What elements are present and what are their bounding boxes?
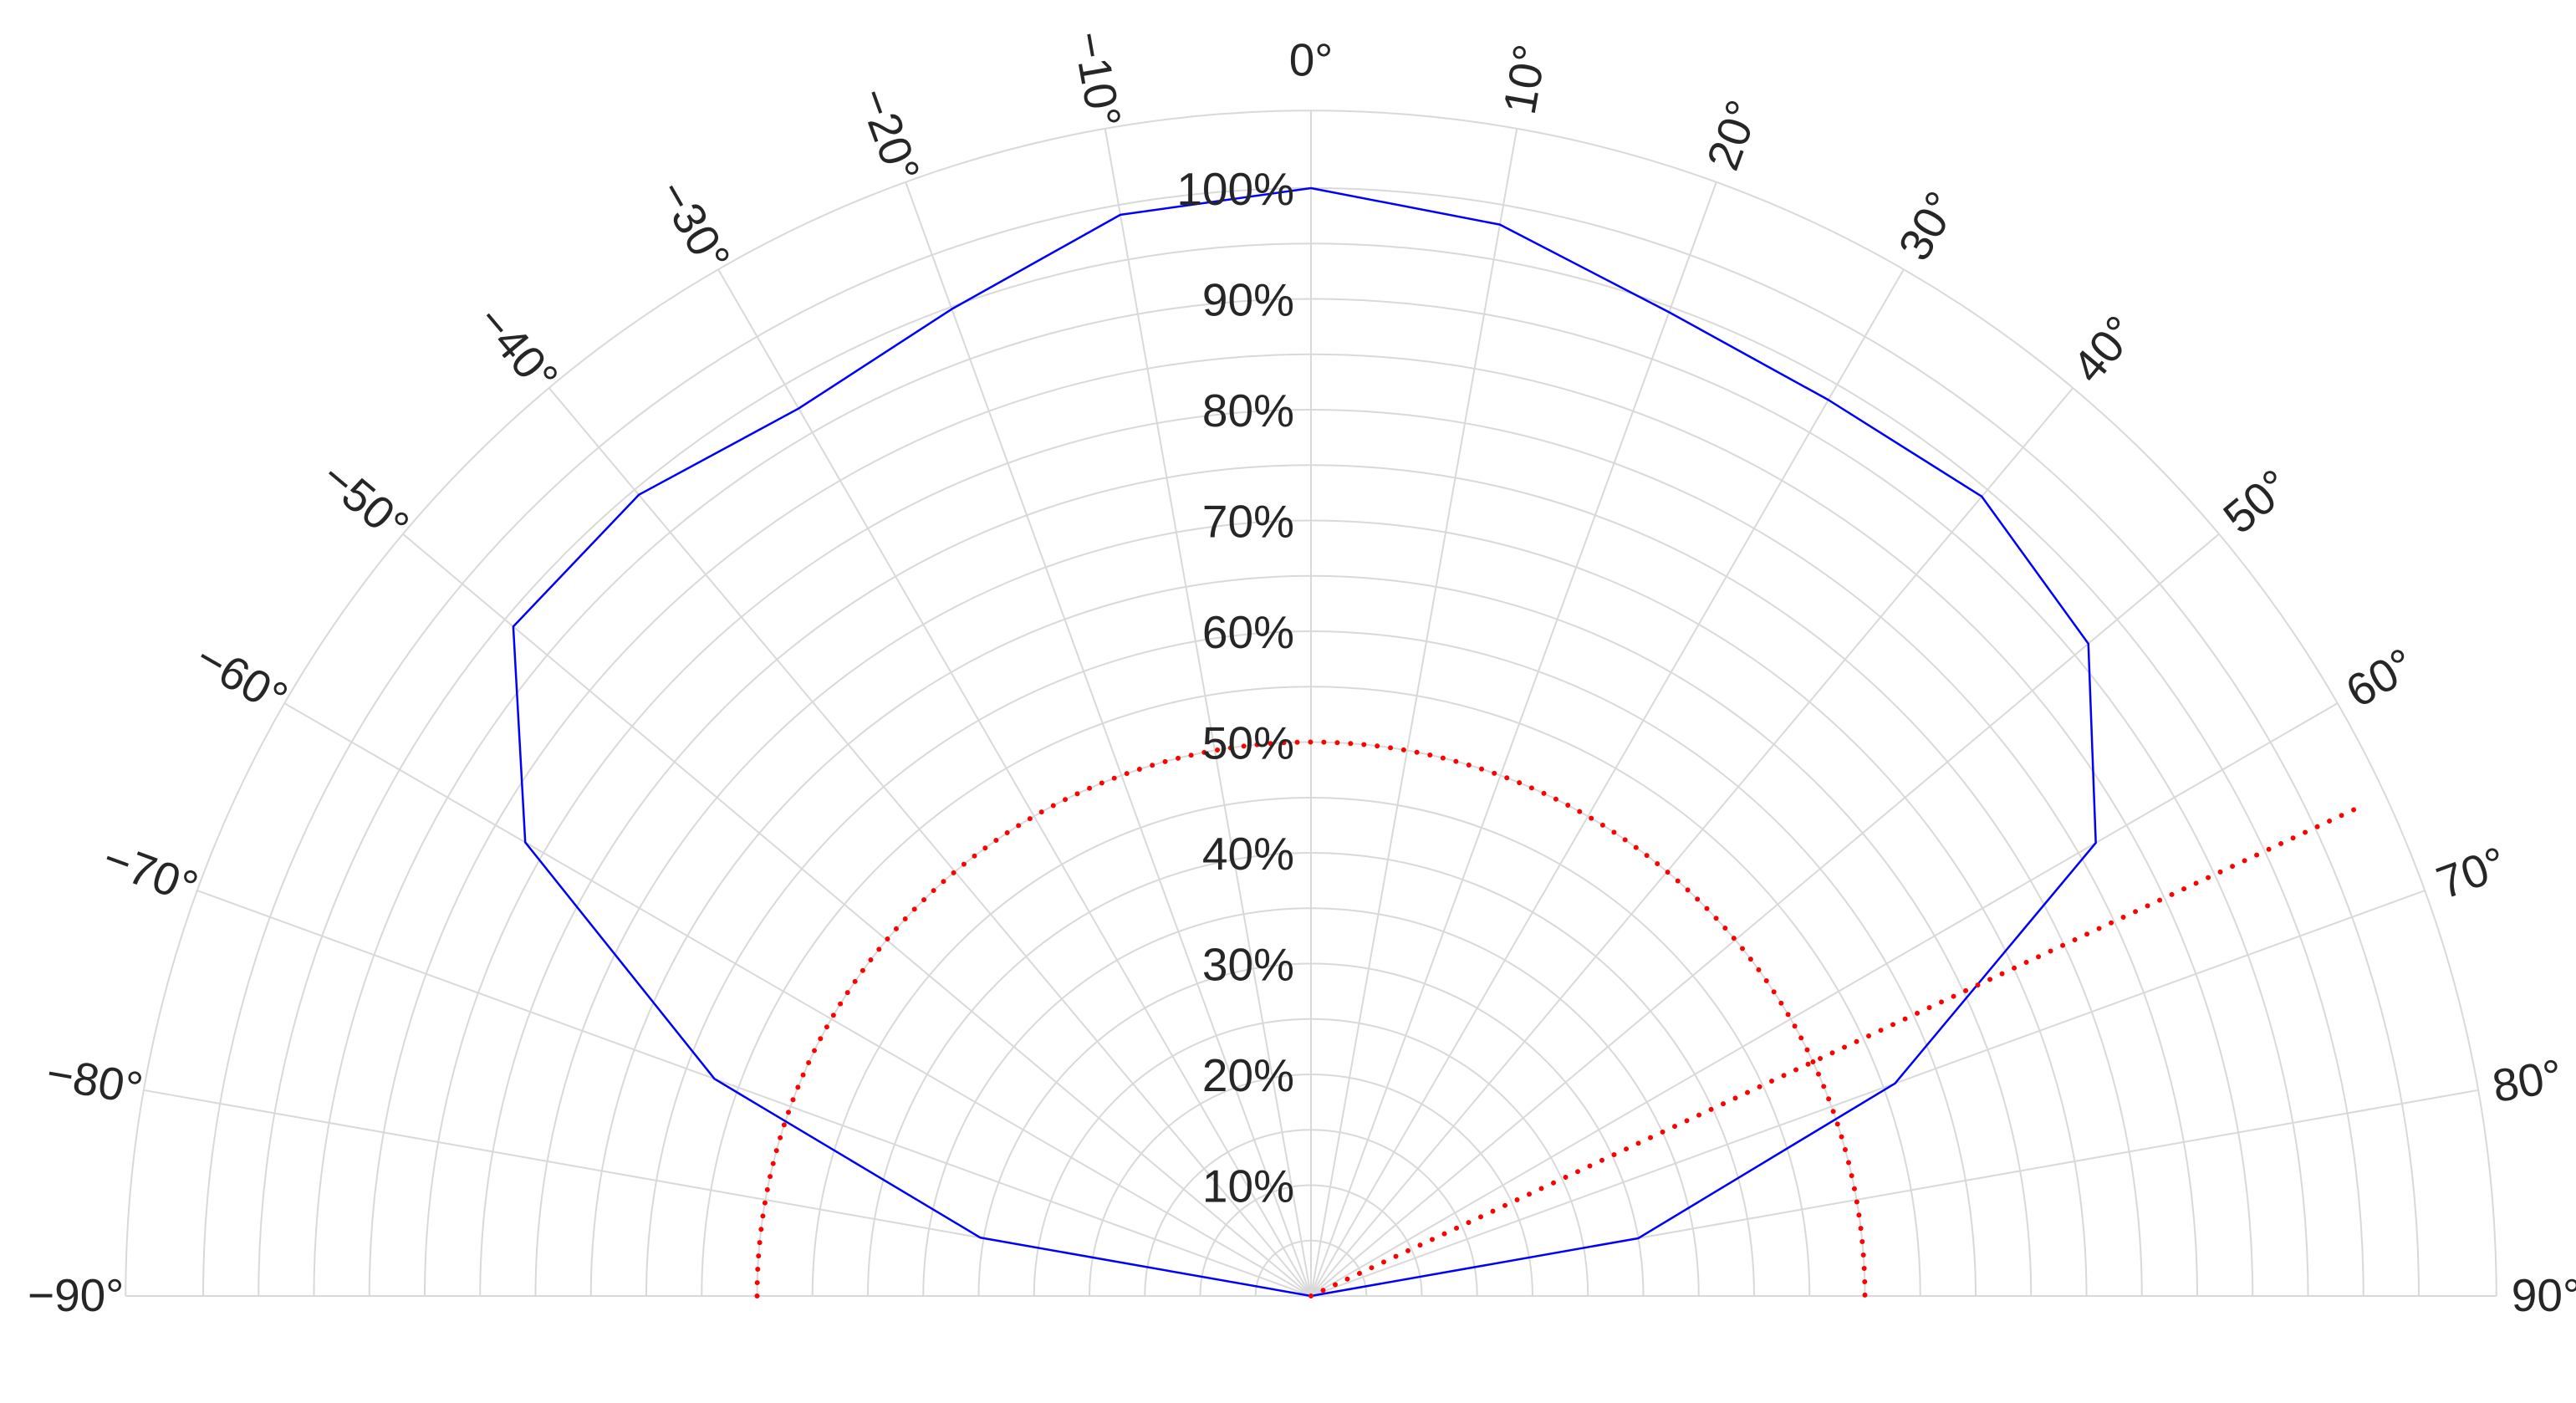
- grid-spoke: [196, 890, 1312, 1297]
- grid-spoke: [1310, 702, 2339, 1297]
- grid-spoke: [1310, 533, 2220, 1297]
- grid-spoke: [1310, 268, 1905, 1297]
- radial-tick-label: 90%: [1202, 274, 1294, 326]
- radial-tick-label: 40%: [1202, 828, 1294, 880]
- grid-spoke: [1104, 128, 1312, 1297]
- angle-tick-label: 20°: [1696, 94, 1769, 176]
- grid-spoke: [1310, 128, 1518, 1297]
- angle-tick-label: 80°: [2488, 1049, 2566, 1113]
- radial-tick-label: 50%: [1202, 717, 1294, 769]
- label-layer: 10% 20% 30% 40% 50% 60% 70% 80% 90% 100% −90° −80° −…: [28, 28, 2576, 1321]
- series-reference-arc: [754, 739, 1868, 1298]
- angle-tick-label: 50°: [2213, 459, 2300, 543]
- grid-spoke: [1310, 890, 2426, 1297]
- angle-tick-label: 0°: [1289, 34, 1334, 86]
- angle-tick-label: −90°: [28, 1269, 124, 1321]
- angle-tick-label: −10°: [1064, 28, 1131, 131]
- series-layer: [512, 186, 2363, 1298]
- angle-tick-label: 40°: [2062, 306, 2146, 393]
- radial-tick-label: 100%: [1176, 163, 1294, 215]
- series-reference-ray: [1308, 804, 2363, 1298]
- grid-spoke: [1310, 387, 2074, 1297]
- angle-tick-label: −70°: [96, 832, 205, 914]
- angle-tick-label: −50°: [312, 451, 419, 553]
- radial-tick-label: 80%: [1202, 385, 1294, 436]
- angle-tick-label: 90°: [2512, 1269, 2576, 1321]
- angle-tick-label: 70°: [2430, 836, 2512, 909]
- grid-layer: [125, 110, 2497, 1297]
- grid-spoke: [1310, 181, 1717, 1297]
- radial-tick-label: 10%: [1202, 1161, 1294, 1212]
- angle-tick-label: −80°: [43, 1047, 146, 1115]
- series-intensity-line: [512, 186, 2097, 1298]
- grid-spoke: [905, 181, 1312, 1297]
- grid-spoke: [548, 387, 1312, 1297]
- radial-tick-label: 70%: [1202, 496, 1294, 548]
- angle-tick-label: −40°: [467, 296, 569, 403]
- angle-tick-label: 30°: [1888, 183, 1967, 269]
- radial-tick-label: 30%: [1202, 939, 1294, 991]
- angle-tick-label: −20°: [849, 81, 931, 190]
- radial-tick-label: 20%: [1202, 1049, 1294, 1101]
- grid-spoke: [402, 533, 1312, 1297]
- grid-spoke: [717, 268, 1312, 1297]
- grid-spoke: [283, 702, 1312, 1297]
- angle-tick-label: 10°: [1493, 41, 1557, 119]
- radial-tick-label: 60%: [1202, 606, 1294, 658]
- angle-tick-label: 60°: [2337, 638, 2423, 717]
